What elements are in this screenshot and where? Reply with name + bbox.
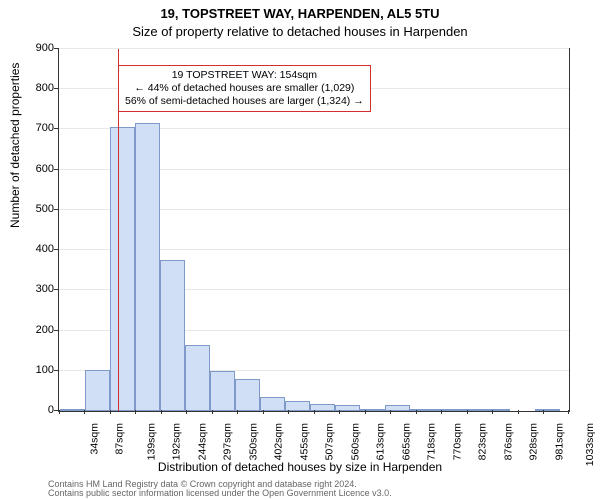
histogram-bar (135, 123, 160, 411)
x-tick-label: 770sqm (451, 423, 463, 460)
y-tick-mark (54, 169, 58, 170)
histogram-bar (60, 409, 85, 411)
x-tick-label: 139sqm (145, 423, 157, 460)
x-tick-mark (365, 410, 366, 414)
y-tick-mark (54, 48, 58, 49)
x-tick-label: 718sqm (425, 423, 437, 460)
x-tick-label: 823sqm (476, 423, 488, 460)
x-tick-mark (543, 410, 544, 414)
histogram-bar (110, 127, 135, 411)
y-tick-mark (54, 410, 58, 411)
histogram-bar (385, 405, 410, 411)
x-tick-label: 560sqm (349, 423, 361, 460)
y-tick-label: 200 (14, 324, 54, 336)
y-tick-mark (54, 128, 58, 129)
x-tick-mark (161, 410, 162, 414)
x-tick-label: 87sqm (114, 423, 126, 455)
histogram-bar (535, 409, 560, 411)
x-tick-mark (212, 410, 213, 414)
x-tick-label: 981sqm (553, 423, 565, 460)
x-tick-mark (339, 410, 340, 414)
annotation-line2: ← 44% of detached houses are smaller (1,… (125, 82, 364, 95)
y-tick-mark (54, 370, 58, 371)
x-tick-mark (237, 410, 238, 414)
footer-attribution: Contains HM Land Registry data © Crown c… (48, 480, 392, 498)
x-tick-mark (288, 410, 289, 414)
x-tick-mark (263, 410, 264, 414)
x-tick-mark (568, 410, 569, 414)
x-tick-label: 665sqm (400, 423, 412, 460)
histogram-bar (85, 370, 110, 411)
histogram-bar (410, 409, 435, 411)
y-axis-label: Number of detached properties (8, 0, 22, 145)
y-tick-label: 400 (14, 243, 54, 255)
histogram-bar (160, 260, 185, 411)
x-tick-label: 244sqm (196, 423, 208, 460)
y-tick-label: 100 (14, 364, 54, 376)
x-tick-label: 402sqm (272, 423, 284, 460)
x-tick-label: 350sqm (247, 423, 259, 460)
x-tick-label: 34sqm (89, 423, 101, 455)
annotation-line1: 19 TOPSTREET WAY: 154sqm (125, 69, 364, 82)
y-tick-mark (54, 330, 58, 331)
x-tick-mark (492, 410, 493, 414)
histogram-bar (210, 371, 235, 411)
x-tick-mark (110, 410, 111, 414)
histogram-bar (460, 409, 485, 411)
annotation-box: 19 TOPSTREET WAY: 154sqm← 44% of detache… (118, 65, 371, 112)
y-tick-mark (54, 209, 58, 210)
y-tick-mark (54, 88, 58, 89)
x-tick-label: 192sqm (170, 423, 182, 460)
footer-line2: Contains public sector information licen… (48, 489, 392, 498)
plot-area: 19 TOPSTREET WAY: 154sqm← 44% of detache… (58, 48, 570, 412)
y-tick-label: 300 (14, 283, 54, 295)
x-tick-label: 297sqm (221, 423, 233, 460)
histogram-bar (185, 345, 210, 411)
x-tick-label: 507sqm (323, 423, 335, 460)
x-axis-label: Distribution of detached houses by size … (0, 460, 600, 474)
histogram-bar (260, 397, 285, 411)
chart-container: 19, TOPSTREET WAY, HARPENDEN, AL5 5TU Si… (0, 0, 600, 500)
x-tick-mark (84, 410, 85, 414)
gridline (59, 48, 569, 49)
x-tick-mark (441, 410, 442, 414)
x-tick-mark (314, 410, 315, 414)
histogram-bar (435, 409, 460, 411)
y-tick-label: 0 (14, 404, 54, 416)
x-tick-label: 613sqm (374, 423, 386, 460)
x-tick-mark (518, 410, 519, 414)
x-tick-label: 928sqm (527, 423, 539, 460)
chart-title-line2: Size of property relative to detached ho… (0, 24, 600, 39)
x-tick-mark (416, 410, 417, 414)
y-tick-mark (54, 289, 58, 290)
annotation-line3: 56% of semi-detached houses are larger (… (125, 95, 364, 108)
x-tick-mark (467, 410, 468, 414)
y-tick-mark (54, 249, 58, 250)
histogram-bar (360, 409, 385, 411)
chart-title-line1: 19, TOPSTREET WAY, HARPENDEN, AL5 5TU (0, 6, 600, 21)
x-tick-mark (390, 410, 391, 414)
x-tick-mark (135, 410, 136, 414)
x-tick-label: 876sqm (502, 423, 514, 460)
histogram-bar (485, 409, 510, 411)
histogram-bar (235, 379, 260, 411)
x-tick-mark (59, 410, 60, 414)
x-tick-mark (186, 410, 187, 414)
x-tick-label: 455sqm (298, 423, 310, 460)
